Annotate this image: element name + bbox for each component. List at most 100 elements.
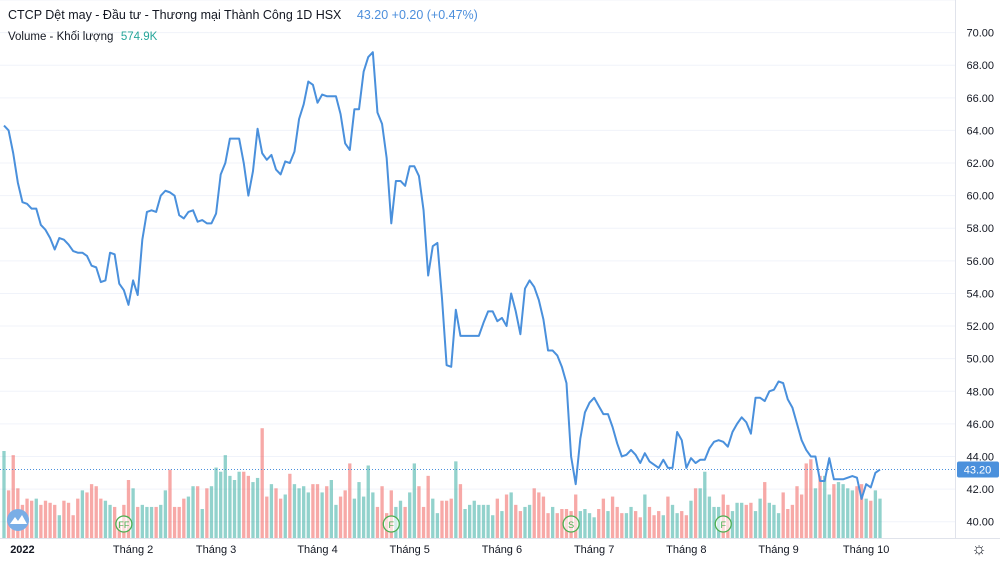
volume-bar	[246, 475, 251, 538]
volume-bar	[449, 498, 453, 538]
volume-bar	[99, 498, 103, 538]
volume-bar	[412, 463, 416, 538]
volume-bar	[315, 484, 320, 538]
volume-bar	[841, 484, 845, 538]
volume-bar	[477, 504, 481, 538]
volume-bar	[48, 502, 52, 538]
volume-bar	[735, 502, 739, 538]
volume-bar	[846, 488, 850, 538]
volume-bar	[610, 496, 615, 538]
volume-bar	[242, 471, 246, 538]
volume-bar	[629, 506, 633, 538]
volume-bar	[265, 496, 269, 538]
price-tick-label: 48.00	[966, 386, 994, 398]
price-tick-label: 46.00	[966, 419, 994, 431]
volume-bar	[53, 504, 57, 538]
price-tick-label: 56.00	[966, 256, 994, 268]
volume-bar	[435, 513, 440, 538]
volume-bar	[219, 471, 223, 538]
volume-bar	[440, 500, 444, 538]
volume-bar	[186, 496, 191, 538]
volume-bar	[781, 492, 785, 538]
time-tick-label: Tháng 2	[113, 544, 153, 556]
volume-bar	[283, 494, 287, 538]
volume-bar	[260, 428, 264, 538]
volume-bar	[551, 506, 555, 538]
last-price-tag-label: 43.20	[964, 465, 992, 477]
price-tick-label: 54.00	[966, 288, 994, 300]
price-tick-label: 66.00	[966, 93, 994, 105]
volume-bar	[126, 480, 131, 538]
volume-bar	[76, 498, 80, 538]
volume-bar	[94, 486, 98, 538]
volume-bar	[251, 482, 255, 538]
volume-bar	[398, 500, 403, 538]
volume-bar	[191, 486, 195, 538]
volume-bar	[89, 484, 94, 538]
volume-bar	[108, 504, 112, 538]
volume-bar	[214, 467, 218, 538]
volume-bar	[39, 504, 43, 538]
volume-bar	[209, 486, 214, 538]
volume-bar	[205, 488, 209, 538]
volume-bar	[546, 513, 550, 538]
volume-bar	[320, 492, 324, 538]
volume-bar	[149, 506, 154, 538]
volume-bar	[592, 517, 596, 538]
volume-bar	[744, 504, 748, 538]
volume-bar	[348, 463, 352, 538]
volume-bar	[583, 509, 587, 538]
volume-bar	[633, 511, 638, 538]
event-marker	[714, 515, 732, 533]
volume-bar	[329, 480, 333, 538]
event-marker-label: F	[389, 520, 395, 530]
volume-bar	[675, 513, 679, 538]
volume-bar	[647, 506, 652, 538]
volume-bar	[597, 509, 601, 538]
last-price-tag	[957, 461, 999, 478]
event-marker	[382, 515, 400, 533]
volume-bar	[767, 502, 771, 538]
volume-bar	[684, 515, 689, 538]
volume-bar	[468, 504, 472, 538]
volume-bar	[163, 490, 168, 538]
volume-bar	[776, 513, 781, 538]
volume-bar	[869, 500, 873, 538]
volume-bar	[131, 488, 135, 538]
gear-icon[interactable]: ☼	[971, 539, 987, 558]
volume-bar	[500, 511, 504, 538]
price-tick-label: 50.00	[966, 354, 994, 366]
volume-bar	[232, 480, 237, 538]
price-tick-label: 68.00	[966, 60, 994, 72]
volume-bar	[195, 486, 200, 538]
price-tick-label: 58.00	[966, 223, 994, 235]
volume-bar	[763, 482, 767, 538]
volume-bar	[334, 504, 338, 538]
volume-bar	[274, 488, 278, 538]
volume-bar	[518, 511, 523, 538]
volume-bar	[809, 459, 813, 538]
volume-bar	[749, 502, 753, 538]
price-tick-label: 52.00	[966, 321, 994, 333]
volume-bar	[707, 496, 712, 538]
volume-bar	[855, 486, 859, 538]
volume-bar	[620, 513, 624, 538]
volume-bar	[740, 502, 744, 538]
event-marker-label: S	[568, 520, 574, 530]
volume-bar	[703, 471, 707, 538]
volume-bar	[758, 498, 762, 538]
volume-bar	[850, 490, 854, 538]
volume-bar	[587, 513, 592, 538]
volume-bar	[878, 498, 882, 538]
volume-bar	[504, 494, 509, 538]
volume-bar	[6, 490, 11, 538]
time-tick-label: Tháng 6	[482, 544, 522, 556]
price-tick-label: 60.00	[966, 191, 994, 203]
volume-bar	[638, 517, 642, 538]
volume-bar	[795, 486, 799, 538]
volume-bar	[555, 513, 559, 538]
volume-bar	[790, 504, 795, 538]
volume-bar	[288, 473, 292, 538]
volume-bar	[408, 492, 412, 538]
